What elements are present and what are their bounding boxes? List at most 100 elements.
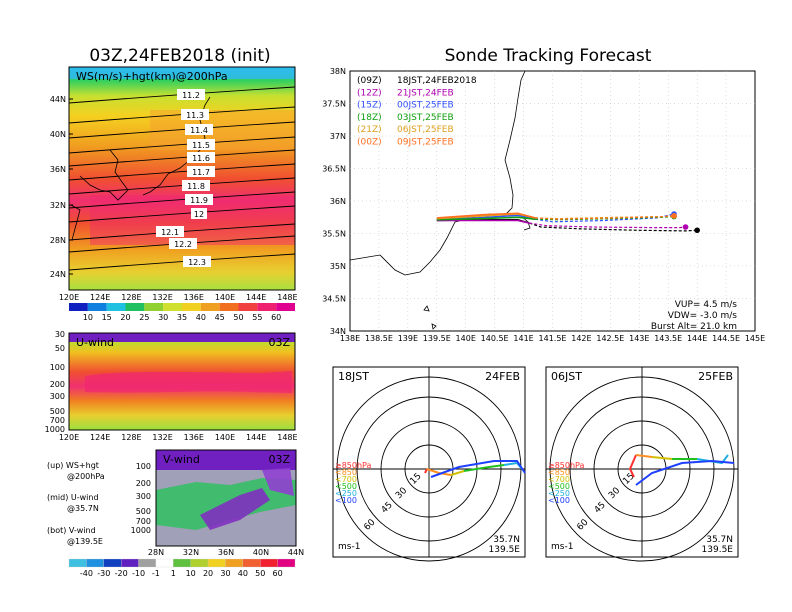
contour-label: 11.9 <box>190 196 208 205</box>
track-legend-code: (09Z) <box>357 76 382 86</box>
uv-colorbar: -40 -30 -20 -10 -1 1 10 20 30 40 50 60 <box>68 558 296 578</box>
vwind-y-tick-label: 1000 <box>131 526 151 535</box>
contour-labels: 11.2 11.3 11.4 11.5 11.6 11.7 11.8 11.9 12 12.1 12… <box>156 89 215 267</box>
vwind-x-ticks: 28N 32N 36N 40N 44N <box>148 548 304 557</box>
polar-unit: ms-1 <box>338 542 360 552</box>
height-contour-line <box>68 235 296 253</box>
contour-label: 11.4 <box>190 126 208 135</box>
polar-lat: 35.7N <box>493 535 520 545</box>
ws-colorbar-swatch <box>257 303 277 311</box>
track-x-tick-label: 138.5E <box>365 334 393 343</box>
polar-hodograph-segment <box>628 454 637 478</box>
track-landing-point <box>671 213 677 219</box>
left-title: 03Z,24FEB2018 (init) <box>89 46 270 66</box>
uwind-x-tick-label: 144E <box>246 433 266 442</box>
track-x-tick-label: 142E <box>571 334 591 343</box>
track-x-tick-label: 139.5E <box>423 334 451 343</box>
contour-label-box <box>181 109 209 120</box>
track-x-tick-label: 145E <box>745 334 765 343</box>
uv-colorbar-label: 40 <box>238 569 248 578</box>
uwind-time: 03Z <box>268 336 290 349</box>
height-contours <box>68 86 296 271</box>
track-y-tick-label: 37N <box>330 132 346 141</box>
contour-label-box <box>156 226 184 237</box>
uwind-y-tick-label: 500 <box>50 407 65 416</box>
track-islands <box>423 305 437 330</box>
track-grid <box>350 71 755 331</box>
uv-colorbar-label: -40 <box>80 569 93 578</box>
map-field-top-band <box>69 67 295 79</box>
map-x-tick-label: 132E <box>152 293 172 302</box>
map-y-tick-label: 36N <box>50 165 66 174</box>
uwind-x-tick-label: 140E <box>215 433 235 442</box>
contour-label-box <box>187 152 215 163</box>
contour-label: 11.6 <box>192 154 210 163</box>
vwind-y-tick-label: 100 <box>136 462 151 471</box>
track-legend-text: 18JST,24FEB2018 <box>397 76 477 86</box>
contour-label: 11.2 <box>182 91 200 100</box>
height-contour-line <box>68 86 296 104</box>
contour-label-box <box>177 89 205 100</box>
polar-time: 18JST <box>338 370 369 383</box>
vwind-upper-band <box>156 450 296 470</box>
note-bot-2: @139.5E <box>67 537 103 546</box>
height-contour-line <box>68 163 296 181</box>
polar-level-label: <700 <box>548 475 570 484</box>
polar-hodograph-segment <box>696 454 729 465</box>
ws-colorbar-label: 60 <box>271 313 281 322</box>
contour-label: 11.8 <box>187 182 205 191</box>
vwind-x-tick-label: 36N <box>218 548 234 557</box>
map-y-tick-label: 24N <box>50 270 66 279</box>
polar-hodograph-segment <box>426 468 452 476</box>
contour-label-box <box>185 124 213 135</box>
vwind-label: V-wind <box>163 453 200 466</box>
map-x-tick-label: 136E <box>184 293 204 302</box>
uv-colorbar-swatch <box>138 558 157 568</box>
map-x-tick-label: 140E <box>215 293 235 302</box>
uv-colorbar-swatch <box>190 558 209 568</box>
uwind-y-tick-label: 700 <box>50 416 65 425</box>
uv-colorbar-label: -10 <box>132 569 145 578</box>
uv-colorbar-swatch <box>260 558 278 568</box>
vwind-x-tick-label: 40N <box>253 548 269 557</box>
ws-colorbar-swatch <box>219 303 239 311</box>
contour-label: 11.3 <box>186 111 204 120</box>
ws-colorbar-label: 35 <box>177 313 187 322</box>
track-legend: (09Z) 18JST,24FEB2018 (12Z) 21JST,24FEB (15Z… <box>357 76 477 148</box>
track-legend-code: (21Z) <box>357 125 382 135</box>
polar-hodograph-segment <box>635 454 653 458</box>
track-legend-text: 03JST,25FEB <box>397 113 454 123</box>
ws-colorbar-swatch <box>238 303 258 311</box>
vwind-time: 03Z <box>268 453 290 466</box>
uv-colorbar-label: 1 <box>171 569 176 578</box>
map-x-tick-label: 128E <box>121 293 141 302</box>
track-legend-text: 00JST,25FEB <box>397 101 454 111</box>
ws-colorbar-label: 20 <box>120 313 130 322</box>
track-series-line <box>436 216 536 221</box>
map-y-tick-label: 28N <box>50 236 66 245</box>
track-series-line <box>436 219 530 224</box>
track-x-tick-label: 141E <box>513 334 533 343</box>
track-legend-text: 06JST,25FEB <box>397 125 454 135</box>
uwind-y-tick-label: 30 <box>55 330 65 339</box>
polar-hodograph-segment <box>430 460 526 478</box>
track-series-line-descent <box>535 215 675 220</box>
note-up-2: @200hPa <box>67 472 105 481</box>
uv-colorbar-swatch <box>155 558 174 568</box>
uv-colorbar-label: -30 <box>97 569 110 578</box>
right-title: Sonde Tracking Forecast <box>445 46 652 66</box>
track-x-tick-label: 140E <box>456 334 476 343</box>
vwind-frame <box>155 449 297 547</box>
vwind-x-tick-label: 32N <box>183 548 199 557</box>
uwind-label: U-wind <box>76 336 114 349</box>
polar-level-label: ≥850hPa <box>335 461 372 470</box>
ws-colorbar: 10 15 20 25 30 35 40 45 50 55 60 <box>69 303 295 322</box>
polar-hodograph-segment <box>651 456 673 460</box>
ws-colorbar-swatch <box>163 303 182 311</box>
track-y-tick-label: 35N <box>330 262 346 271</box>
uv-colorbar-swatch <box>207 558 226 568</box>
polar-date: 24FEB <box>485 370 520 383</box>
map-x-tick-label: 148E <box>277 293 297 302</box>
polar-date: 25FEB <box>698 370 733 383</box>
